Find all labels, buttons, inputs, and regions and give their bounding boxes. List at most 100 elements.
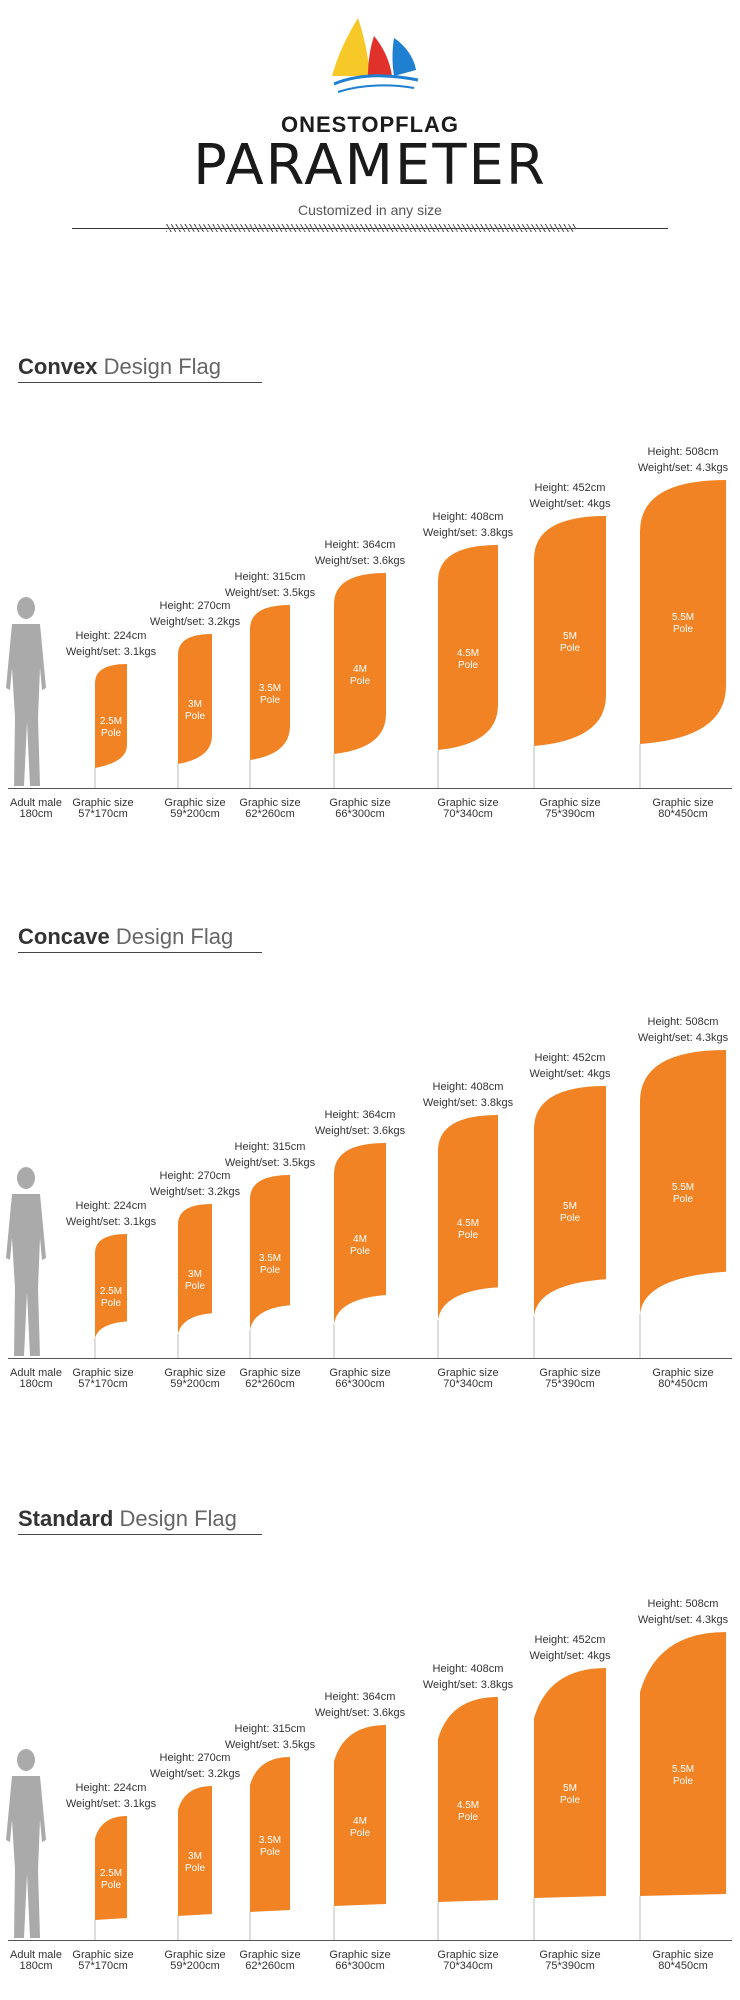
pole-word: Pole <box>349 1827 370 1839</box>
graphic-size-title: Graphic size <box>652 1367 714 1379</box>
section-title: Standard Design Flag <box>18 1506 237 1532</box>
graphic-size-title: Graphic size <box>437 797 499 809</box>
graphic-size-label: Graphic size 62*260cm <box>228 1950 312 1972</box>
flag-weight-label: Weight/set: 3.5kgs <box>224 1739 316 1751</box>
graphic-size-title: Graphic size <box>539 797 601 809</box>
pole-size-value: 4M <box>353 1233 367 1245</box>
flag-height-label: Height: 315cm <box>234 571 306 583</box>
flag-weight-label: Weight/set: 4.3kgs <box>637 1032 729 1044</box>
graphic-size-value: 75*390cm <box>545 808 595 820</box>
pole-size-value: 5M <box>563 631 577 642</box>
section-title-bold: Convex <box>18 354 98 379</box>
flag-height-label: Height: 364cm <box>324 539 396 551</box>
pole-size-label: 3M Pole <box>165 699 225 723</box>
graphic-size-value: 57*170cm <box>78 1378 128 1390</box>
flag-shape <box>95 664 127 768</box>
flag-weight-label: Weight/set: 3.6kgs <box>314 1707 406 1719</box>
pole-word: Pole <box>457 1811 478 1823</box>
pole-size-label: 3.5M Pole <box>240 1253 300 1277</box>
section-title-underline <box>18 1534 262 1535</box>
flag-spec: Height: 508cm Weight/set: 4.3kgs <box>613 1014 740 1046</box>
adult-male-height: 180cm <box>19 1378 53 1390</box>
pole-size-label: 3.5M Pole <box>240 1835 300 1859</box>
flag-height-label: Height: 408cm <box>432 1081 504 1093</box>
adult-male-icon <box>6 597 46 786</box>
flag-height-label: Height: 452cm <box>534 482 606 494</box>
graphic-size-label: Graphic size 80*450cm <box>641 1950 725 1972</box>
flag-spec: Height: 315cm Weight/set: 3.5kgs <box>200 1721 340 1753</box>
pole-size-label: 2.5M Pole <box>81 716 141 740</box>
flag-shape <box>178 634 212 764</box>
graphic-size-value: 66*300cm <box>335 808 385 820</box>
graphic-size-label: Graphic size 59*200cm <box>153 1950 237 1972</box>
ground-line <box>8 1358 732 1359</box>
flag-spec: Height: 452cm Weight/set: 4kgs <box>500 1632 640 1664</box>
flag-shape <box>250 605 290 760</box>
graphic-size-title: Graphic size <box>652 797 714 809</box>
flag-height-label: Height: 364cm <box>324 1109 396 1121</box>
flag-weight-label: Weight/set: 3.6kgs <box>314 555 406 567</box>
graphic-size-label: Graphic size 80*450cm <box>641 798 725 820</box>
pole-size-value: 3M <box>188 1851 202 1862</box>
graphic-size-title: Graphic size <box>652 1949 714 1961</box>
graphic-size-value: 75*390cm <box>545 1378 595 1390</box>
pole-size-label: 5.5M Pole <box>653 612 713 636</box>
pole-size-label: 5M Pole <box>540 631 600 655</box>
ground-line <box>8 788 732 789</box>
graphic-size-title: Graphic size <box>164 797 226 809</box>
pole-size-label: 3M Pole <box>165 1269 225 1293</box>
adult-male-text: Adult male <box>10 1949 62 1961</box>
graphic-size-title: Graphic size <box>239 797 301 809</box>
pole-word: Pole <box>672 1776 693 1787</box>
flag-height-label: Height: 315cm <box>234 1723 306 1735</box>
graphic-size-label: Graphic size 75*390cm <box>528 1950 612 1972</box>
flag-spec: Height: 224cm Weight/set: 3.1kgs <box>41 628 181 660</box>
pole-word: Pole <box>559 1213 580 1224</box>
flag-weight-label: Weight/set: 3.8kgs <box>422 527 514 539</box>
flag-shape <box>640 1050 726 1314</box>
graphic-size-title: Graphic size <box>437 1949 499 1961</box>
graphic-size-value: 75*390cm <box>545 1960 595 1972</box>
graphic-size-value: 66*300cm <box>335 1378 385 1390</box>
flag-weight-label: Weight/set: 3.5kgs <box>224 587 316 599</box>
flag-spec: Height: 452cm Weight/set: 4kgs <box>500 1050 640 1082</box>
adult-male-icon <box>6 1749 46 1938</box>
flag-spec: Height: 508cm Weight/set: 4.3kgs <box>613 444 740 476</box>
flag-shape <box>334 573 386 754</box>
graphic-size-label: Graphic size 57*170cm <box>61 1950 145 1972</box>
pole-size-label: 5M Pole <box>540 1201 600 1225</box>
graphic-size-title: Graphic size <box>239 1949 301 1961</box>
flag-height-label: Height: 315cm <box>234 1141 306 1153</box>
graphic-size-value: 80*450cm <box>658 808 708 820</box>
graphic-size-value: 59*200cm <box>170 1960 220 1972</box>
flag-height-label: Height: 364cm <box>324 1691 396 1703</box>
section-title-rest: Design Flag <box>97 354 221 379</box>
adult-male-label: Adult male 180cm <box>2 1368 70 1390</box>
section-title-underline <box>18 382 262 383</box>
pole-size-value: 2.5M <box>99 716 123 727</box>
flag-weight-label: Weight/set: 3.1kgs <box>65 1798 157 1810</box>
graphic-size-title: Graphic size <box>239 1367 301 1379</box>
flag-shape <box>534 1668 606 1898</box>
flag-height-label: Height: 408cm <box>432 511 504 523</box>
flag-weight-label: Weight/set: 4kgs <box>529 498 611 510</box>
flag-shape <box>534 1086 606 1316</box>
flag-diagram <box>6 1632 726 1940</box>
graphic-size-label: Graphic size 62*260cm <box>228 1368 312 1390</box>
flag-spec: Height: 315cm Weight/set: 3.5kgs <box>200 569 340 601</box>
graphic-size-value: 70*340cm <box>443 1378 493 1390</box>
graphic-size-title: Graphic size <box>72 797 134 809</box>
page-title: PARAMETER <box>193 133 547 198</box>
graphic-size-label: Graphic size 66*300cm <box>318 798 402 820</box>
flag-shape <box>438 1697 498 1902</box>
flag-diagram <box>6 1050 726 1358</box>
flag-height-label: Height: 224cm <box>75 1200 147 1212</box>
pole-word: Pole <box>259 1846 280 1858</box>
flag-shape <box>640 480 726 744</box>
pole-size-value: 3M <box>188 699 202 710</box>
adult-male-label: Adult male 180cm <box>2 1950 70 1972</box>
graphic-size-title: Graphic size <box>72 1949 134 1961</box>
adult-male-text: Adult male <box>10 1367 62 1379</box>
flag-height-label: Height: 508cm <box>647 446 719 458</box>
flag-weight-label: Weight/set: 3.8kgs <box>422 1097 514 1109</box>
